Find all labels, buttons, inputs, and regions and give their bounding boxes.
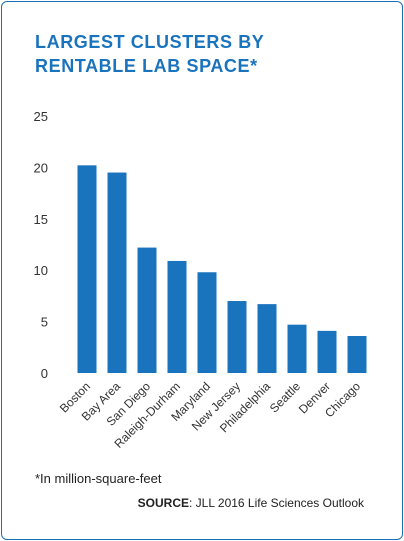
chart-title-line-1: LARGEST CLUSTERS BY	[35, 32, 265, 52]
bar-maryland	[197, 272, 217, 373]
bar-bay-area	[107, 172, 127, 373]
bar-boston	[77, 165, 97, 373]
source-note: SOURCE: JLL 2016 Life Sciences Outlook	[138, 496, 364, 510]
x-tick-label: Seattle	[267, 379, 304, 416]
y-tick-label: 25	[34, 109, 48, 124]
bar-raleigh-durham	[167, 260, 187, 373]
y-tick-label: 0	[41, 366, 48, 381]
chart-title-line-2: RENTABLE LAB SPACE*	[35, 56, 258, 76]
y-tick-label: 10	[34, 263, 48, 278]
chart-title: LARGEST CLUSTERS BY RENTABLE LAB SPACE*	[35, 30, 264, 78]
y-tick-label: 20	[34, 160, 48, 175]
y-tick-label: 15	[34, 212, 48, 227]
source-label: SOURCE	[137, 496, 189, 510]
bar-san-diego	[137, 247, 157, 373]
bar-new-jersey	[227, 301, 247, 373]
y-tick-label: 5	[41, 315, 48, 330]
footnote: *In million-square-feet	[35, 471, 162, 486]
bar-chicago	[347, 335, 367, 373]
bar-philadelphia	[257, 304, 277, 373]
bar-denver	[317, 330, 337, 373]
bar-seattle	[287, 324, 307, 373]
source-text: : JLL 2016 Life Sciences Outlook	[189, 496, 364, 510]
